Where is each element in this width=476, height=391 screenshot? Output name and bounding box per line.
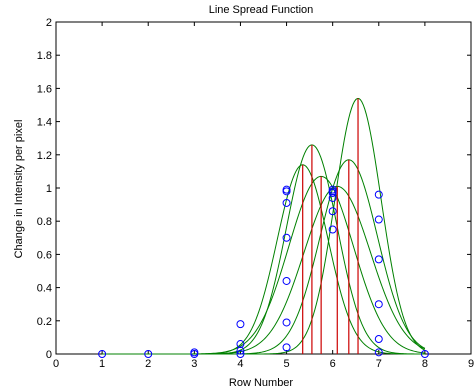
data-point [236,340,245,349]
x-tick-label: 6 [330,358,336,370]
y-tick-label: 0 [46,349,52,361]
axis-ticks: 0 1 2 3 4 5 6 7 8 9 0 0.2 0.4 0.6 0.8 1 1.2 1.4 1.6 1.8 2 [37,17,474,370]
y-tick-label: 1 [46,183,52,195]
y-tick-label: 0.2 [37,316,52,328]
x-tick-label: 0 [53,358,59,370]
y-tick-label: 0.4 [37,283,52,295]
data-point [282,276,291,285]
x-axis-label: Row Number [229,377,294,389]
data-point [282,318,291,327]
data-markers [98,185,429,358]
data-point [236,350,245,358]
data-point [374,348,383,357]
fit-curves [102,97,426,355]
chart-title: Line Spread Function [209,4,314,16]
x-tick-label: 5 [283,358,289,370]
x-tick-label: 7 [376,358,382,370]
peak-lines [302,98,359,354]
data-point [282,343,291,352]
data-point [144,350,153,358]
data-point [282,185,291,194]
data-point [328,185,337,194]
data-point [190,348,199,357]
y-tick-label: 2 [46,17,52,29]
data-point [328,207,337,216]
data-point [374,300,383,309]
x-tick-label: 9 [468,358,474,370]
plot-area [55,21,472,355]
data-point [374,215,383,224]
y-tick-label: 1.2 [37,150,52,162]
y-tick-label: 1.8 [37,50,52,62]
y-tick-label: 0.6 [37,249,52,261]
data-point [282,233,291,242]
x-tick-label: 4 [237,358,243,370]
data-point [420,350,429,358]
data-point [236,320,245,329]
data-point [282,198,291,207]
data-point [98,350,107,358]
data-point [374,255,383,264]
x-tick-label: 8 [422,358,428,370]
x-tick-label: 2 [145,358,151,370]
data-point [374,190,383,199]
x-tick-label: 1 [99,358,105,370]
y-tick-label: 0.8 [37,216,52,228]
x-tick-label: 3 [191,358,197,370]
data-point [374,335,383,344]
fit-curve [102,97,426,355]
y-axis-label: Change in Intensity per pixel [13,120,25,259]
data-point [328,225,337,234]
y-tick-label: 1.6 [37,83,52,95]
y-tick-label: 1.4 [37,117,52,129]
